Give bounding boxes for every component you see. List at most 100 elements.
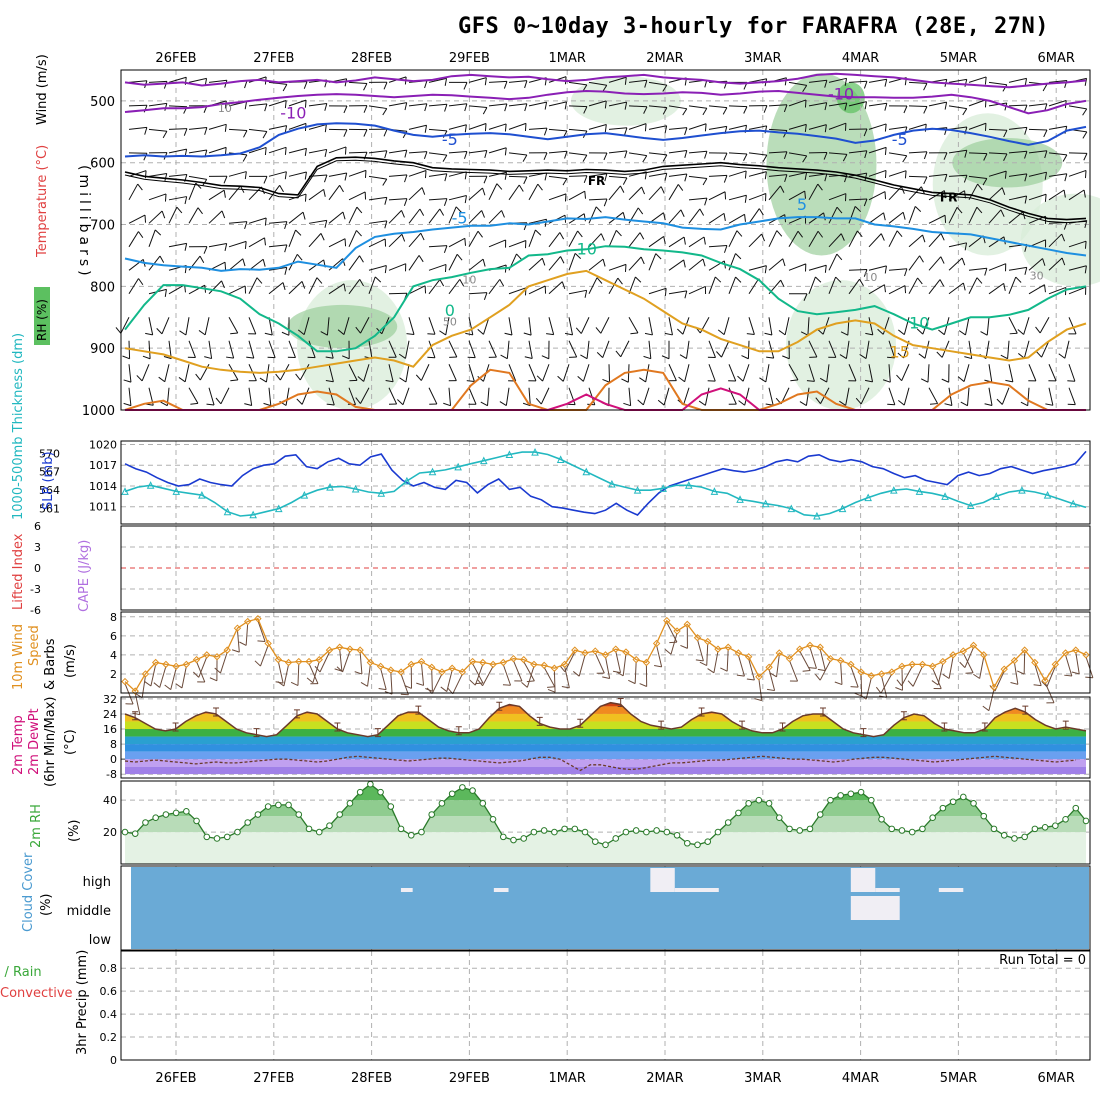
wind-barb-staff <box>708 125 727 130</box>
wind-barb-staff <box>468 187 483 201</box>
wind-barb-staff <box>168 173 187 177</box>
wind-barb-staff <box>1068 286 1086 295</box>
wind-barb-flag <box>1062 154 1068 162</box>
wind-barb-staff <box>668 317 673 336</box>
wind-barb-flag <box>404 174 408 183</box>
wind-barb <box>908 105 928 114</box>
wind-barb-staff <box>948 190 965 201</box>
wind-barb-staff <box>912 666 923 687</box>
rh-marker <box>285 801 292 809</box>
wind-barb <box>348 255 364 271</box>
wind-barb-flag <box>1084 78 1088 86</box>
wind-barb-flag <box>440 686 448 692</box>
wind-barb-staff <box>928 256 942 271</box>
wind-barb <box>468 292 488 300</box>
wind-barb-flag <box>922 234 926 243</box>
wind-barb <box>648 236 666 248</box>
wind-barb-staff <box>328 211 344 224</box>
wind-barb <box>936 340 950 358</box>
wind-barb <box>648 287 667 296</box>
wind-barb-staff <box>268 340 276 358</box>
wind-barb-staff <box>408 232 422 248</box>
wind-barb-flag <box>557 375 564 382</box>
wind-barb-staff <box>268 125 287 130</box>
wind-barb-flag <box>264 147 267 156</box>
wind-barb-flag <box>776 230 783 237</box>
wind-barb <box>277 664 290 687</box>
wind-barb-staff <box>248 146 267 154</box>
rh-marker <box>949 798 957 806</box>
wind-barb <box>488 264 507 273</box>
wind-barb-flag <box>537 183 543 191</box>
wind-barb-flag <box>695 659 704 662</box>
wind-barb <box>959 647 975 668</box>
wind-barb <box>521 666 535 688</box>
wind-barb-flag <box>296 398 303 405</box>
wind-barb-staff <box>586 340 590 359</box>
wind-barb <box>808 264 827 273</box>
wind-barb <box>868 233 885 248</box>
wind-barb-flag <box>897 352 904 359</box>
wind-barb-staff <box>228 128 247 132</box>
wind-barb-staff <box>308 277 318 295</box>
wind-barb <box>1048 152 1068 162</box>
label-layer: 26FEB26FEB27FEB27FEB28FEB28FEB29FEB29FEB… <box>0 51 1086 1086</box>
wind-barb-staff <box>408 317 415 335</box>
wind-barb-staff <box>148 210 163 224</box>
wind-barb-flag <box>582 154 588 162</box>
wind-barb <box>1028 193 1047 202</box>
rh-marker <box>847 790 855 798</box>
wind-barb-staff <box>488 183 498 201</box>
wind-barb-staff <box>368 265 387 271</box>
wind-barb-flag <box>824 265 827 273</box>
wind-barb-staff <box>948 207 958 224</box>
temp-tick-label: 0 <box>110 753 117 766</box>
wind-barb <box>728 105 748 114</box>
wind-barb-flag <box>802 155 808 163</box>
wind-barb <box>528 152 548 160</box>
precip-tick-label: 0 <box>110 1054 117 1067</box>
wind-barb-flag <box>783 130 788 138</box>
wind-barb-staff <box>1068 387 1076 405</box>
wind-barb-staff <box>728 276 736 294</box>
wind-barb-flag <box>639 377 646 383</box>
wind-barb-staff <box>420 663 425 686</box>
rh-legend: 2m RH (%) <box>29 804 82 848</box>
wind-barb <box>588 277 603 295</box>
rh-marker <box>683 839 691 847</box>
wind-barb-flag <box>564 101 568 110</box>
rh-marker <box>551 828 558 836</box>
wind-barb <box>355 387 370 404</box>
wind-barb-staff <box>220 387 230 405</box>
wind-barb-flag <box>496 183 503 190</box>
temperature-band <box>125 736 1086 745</box>
wind-barb-staff <box>568 317 574 336</box>
wind-barb <box>354 652 363 675</box>
run-total-label: Run Total = 0 <box>999 953 1086 968</box>
wind-speed-line <box>124 617 1087 693</box>
stability-tick-label: -6 <box>30 604 41 617</box>
slp-legend: 1000-500mb Thickness (dm) SLP (mb) <box>11 333 56 520</box>
date-label-top: 4MAR <box>842 51 879 66</box>
wind-barb <box>728 364 737 382</box>
wind-barb <box>148 128 168 139</box>
wind-barb-flag <box>806 380 815 382</box>
wind-barb <box>768 230 783 248</box>
rh-marker <box>857 788 865 796</box>
wind-barb <box>588 173 608 182</box>
rh-bands <box>125 784 1086 864</box>
wind-barb-flag <box>403 198 408 207</box>
wind-barb-flag <box>406 333 415 336</box>
wind-barb-flag <box>363 129 368 137</box>
wind-barb-staff <box>328 387 335 406</box>
wind-barb-staff <box>628 256 642 271</box>
wind-barb-staff <box>1075 652 1080 674</box>
wind-barb-flag <box>737 375 744 382</box>
wind-barb-flag <box>902 212 906 220</box>
wind-barb <box>388 387 398 405</box>
wind-speed-marker <box>1051 660 1060 669</box>
wind-barb-flag <box>875 686 882 694</box>
contour-label: 10 <box>577 239 597 258</box>
wind-barb <box>1068 189 1086 201</box>
cloud-clear-patch <box>674 888 719 892</box>
